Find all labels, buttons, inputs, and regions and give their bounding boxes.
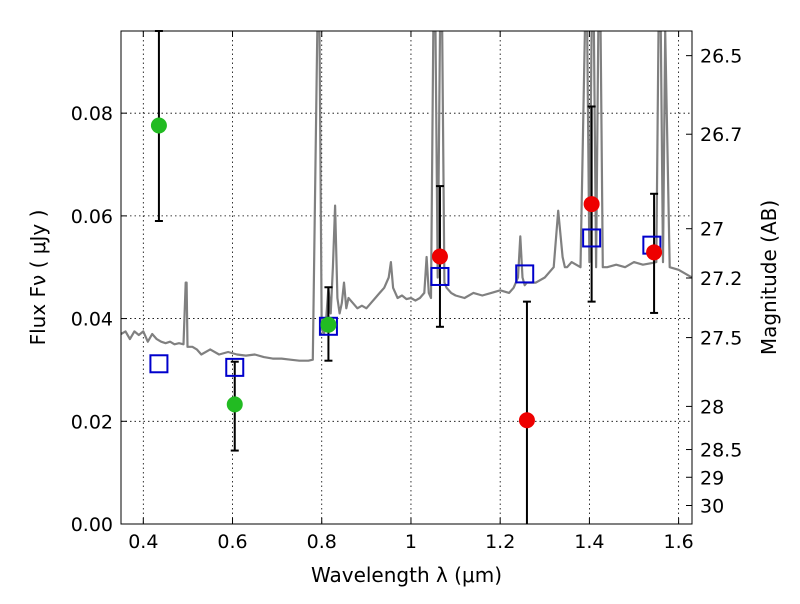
model-point-square: [149, 354, 169, 374]
x-tick-label: 0.8: [307, 531, 337, 553]
y2-tick-label: 27.5: [700, 328, 742, 350]
model-point-square: [582, 228, 602, 248]
y-tick-label: 0.00: [71, 514, 113, 536]
y2-tick-label: 26.7: [700, 124, 742, 146]
data-markers: [149, 117, 663, 429]
model-point-square: [430, 266, 450, 286]
y-axis-title: Flux Fν ( μJy ): [26, 210, 50, 346]
x-tick-label: 0.6: [217, 531, 247, 553]
y2-tick-label: 28.5: [700, 440, 742, 462]
observed-point-circle: [646, 244, 663, 261]
x-tick-label: 1.2: [485, 531, 515, 553]
observed-point-circle: [431, 248, 448, 265]
observed-point-circle: [583, 196, 600, 213]
x-tick-label: 0.4: [128, 531, 158, 553]
x-tick-label: 1: [405, 531, 417, 553]
observed-point-circle: [320, 316, 337, 333]
plot-frame: [120, 30, 693, 525]
y2-tick-label: 30: [700, 496, 724, 518]
y-tick-label: 0.08: [71, 103, 113, 125]
secondary-y-axis-title: Magnitude (AB): [757, 200, 781, 355]
y2-tick-label: 26.5: [700, 46, 742, 68]
observed-point-circle: [150, 117, 167, 134]
y2-tick-label: 29: [700, 467, 724, 489]
y2-tick-label: 28: [700, 396, 724, 418]
axes: 0.4 0.6 0.8 1 1.2 1.4 1.6 0.00 0.02 0.04 0.06 0.08 2…: [71, 31, 742, 553]
y-tick-label: 0.06: [71, 206, 113, 228]
x-axis-title: Wavelength λ (μm): [311, 563, 502, 587]
y2-tick-label: 27: [700, 219, 724, 241]
model-spectrum-line: [121, 31, 692, 362]
y-tick-label: 0.02: [71, 411, 113, 433]
model-spectrum: [121, 31, 692, 362]
grid-lines: [121, 31, 692, 524]
y-tick-label: 0.04: [71, 309, 113, 331]
model-point-square: [515, 264, 535, 284]
observed-point-circle: [518, 412, 535, 429]
x-tick-label: 1.6: [664, 531, 694, 553]
y2-tick-label: 27.2: [700, 268, 742, 290]
model-point-square: [225, 357, 245, 377]
observed-point-circle: [226, 396, 243, 413]
x-tick-label: 1.4: [574, 531, 604, 553]
